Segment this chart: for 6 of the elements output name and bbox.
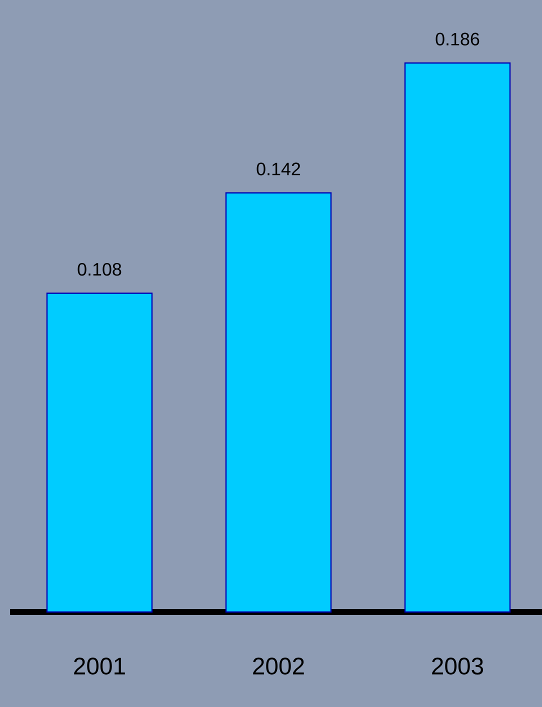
x-tick-label: 2003 [432, 658, 484, 675]
x-tick-label: 2001 [74, 658, 125, 675]
x-tick-label: 2002 [253, 658, 304, 675]
data-label: 0.186 [436, 32, 480, 46]
data-label: 0.142 [256, 162, 300, 176]
data-label: 0.108 [78, 262, 122, 276]
